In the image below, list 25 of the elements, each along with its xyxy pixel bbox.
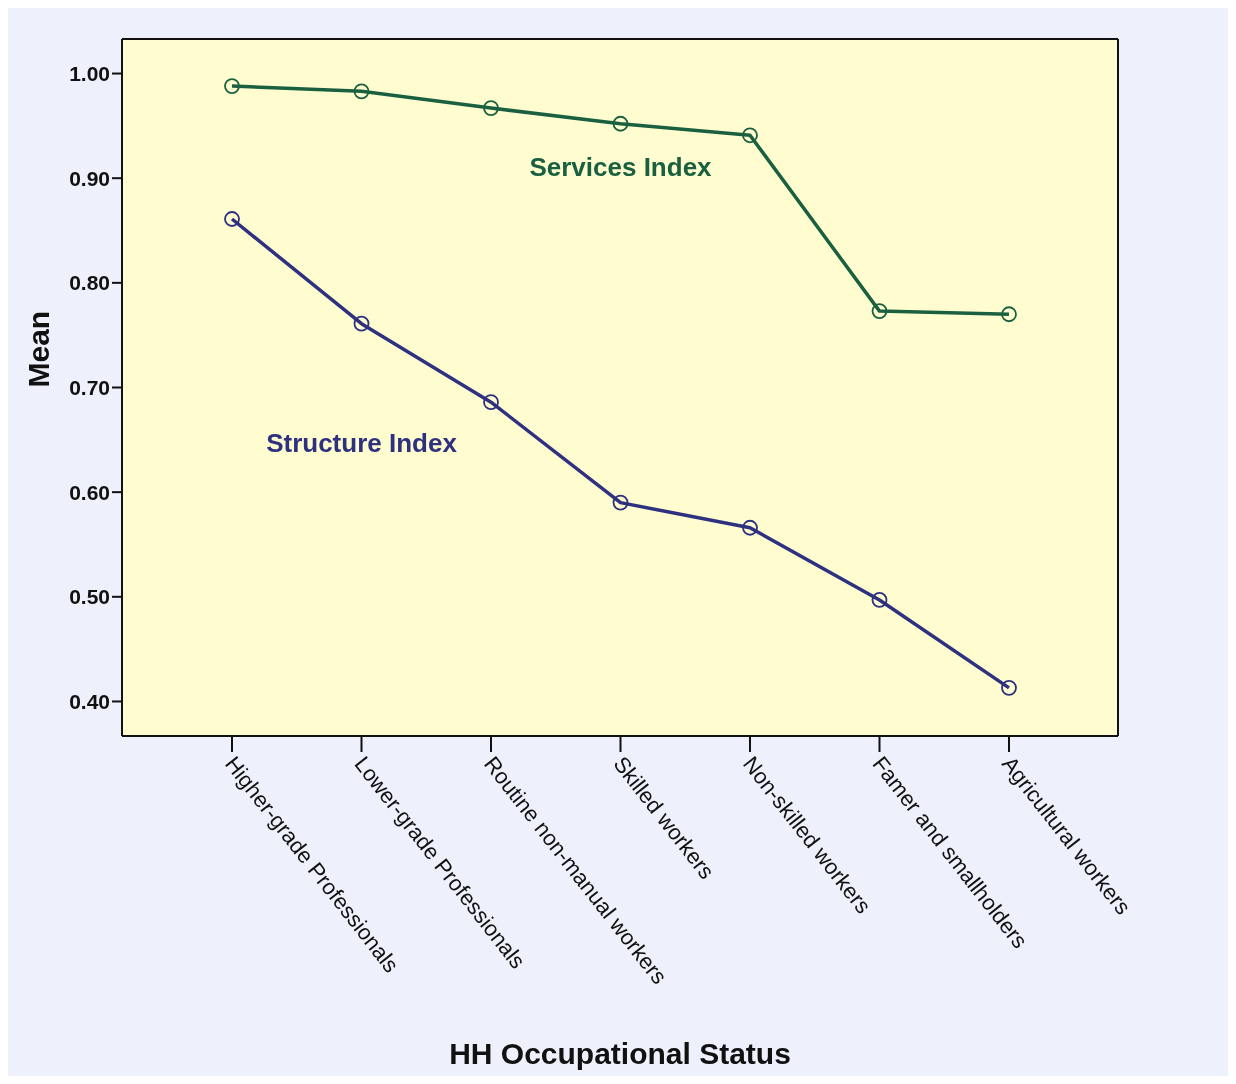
point bbox=[224, 211, 240, 227]
point bbox=[871, 592, 888, 608]
y-tick-label: 0.70 bbox=[69, 375, 110, 399]
point bbox=[742, 519, 758, 536]
y-tick-label: 0.50 bbox=[69, 585, 110, 609]
point bbox=[1001, 679, 1017, 696]
series-label: Services Index bbox=[529, 151, 713, 182]
y-tick-label: 0.90 bbox=[69, 166, 110, 190]
point bbox=[483, 394, 499, 411]
y-tick-label: 0.40 bbox=[69, 689, 110, 713]
y-tick-label: 0.60 bbox=[69, 480, 110, 504]
point bbox=[483, 100, 499, 116]
y-axis-title: Mean bbox=[21, 310, 55, 388]
point bbox=[353, 83, 370, 100]
x-axis-title: HH Occupational Status bbox=[449, 1037, 791, 1070]
point bbox=[1001, 306, 1017, 323]
point bbox=[612, 494, 629, 511]
point bbox=[353, 315, 370, 332]
y-tick-label: 1.00 bbox=[69, 61, 110, 85]
point bbox=[742, 127, 758, 144]
series-label: Structure Index bbox=[266, 427, 458, 458]
point bbox=[612, 115, 629, 132]
y-tick-label: 0.80 bbox=[69, 271, 110, 295]
point bbox=[871, 303, 888, 319]
point bbox=[224, 78, 240, 94]
